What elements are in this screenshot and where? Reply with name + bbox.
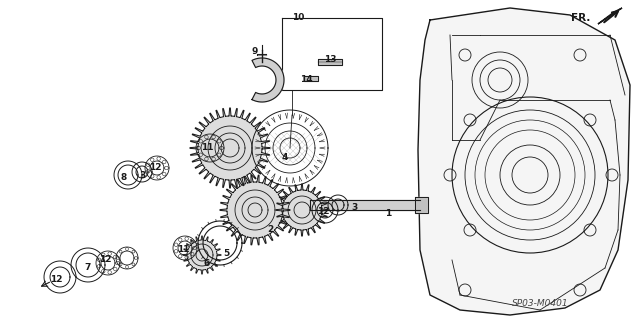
Text: 10: 10: [292, 13, 304, 23]
Text: 14: 14: [300, 76, 312, 85]
Polygon shape: [415, 197, 428, 213]
Polygon shape: [318, 59, 342, 65]
Polygon shape: [310, 200, 420, 210]
Text: 7: 7: [85, 263, 91, 271]
Text: 11: 11: [201, 143, 213, 152]
Polygon shape: [598, 8, 622, 24]
Text: SP03-M0401: SP03-M0401: [512, 299, 568, 308]
Polygon shape: [252, 58, 284, 102]
Text: 6: 6: [204, 258, 210, 268]
Text: 12: 12: [50, 275, 62, 284]
Text: FR.: FR.: [571, 13, 590, 23]
Text: 12: 12: [317, 207, 329, 217]
Polygon shape: [183, 236, 221, 274]
Text: 11: 11: [177, 244, 189, 254]
Polygon shape: [304, 76, 318, 80]
Text: 3: 3: [140, 170, 146, 180]
Polygon shape: [190, 108, 270, 188]
Text: 4: 4: [282, 153, 288, 162]
Text: 5: 5: [223, 249, 229, 258]
Text: 1: 1: [385, 209, 391, 218]
Text: 3: 3: [352, 204, 358, 212]
Text: 9: 9: [252, 48, 258, 56]
Text: 12: 12: [148, 162, 161, 172]
Polygon shape: [418, 8, 630, 315]
Polygon shape: [220, 175, 290, 245]
Text: 8: 8: [121, 174, 127, 182]
Text: 12: 12: [99, 256, 111, 264]
Text: 13: 13: [324, 56, 336, 64]
Polygon shape: [276, 184, 328, 236]
Text: 2: 2: [267, 226, 273, 234]
